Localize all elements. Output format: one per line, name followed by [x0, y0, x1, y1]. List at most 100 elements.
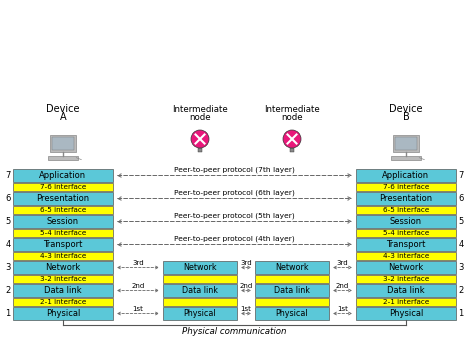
Text: 4-3 interface: 4-3 interface [40, 253, 86, 259]
Text: Device: Device [46, 104, 80, 114]
Bar [13, 183, 113, 191]
Text: 2-1 interface: 2-1 interface [383, 299, 429, 305]
Text: 7-6 interface: 7-6 interface [383, 184, 429, 190]
Text: Device: Device [389, 104, 423, 114]
Bar [395, 137, 417, 150]
Bar [13, 238, 113, 251]
Bar [356, 298, 456, 306]
Bar [13, 275, 113, 283]
Bar [356, 215, 456, 228]
Text: 1: 1 [458, 309, 464, 318]
Text: Transport: Transport [43, 240, 82, 249]
Text: Data link: Data link [44, 286, 82, 295]
Text: 2: 2 [5, 286, 10, 295]
Bar [255, 307, 329, 320]
Text: Data link: Data link [274, 286, 310, 295]
Text: Physical: Physical [276, 309, 308, 318]
Text: 1st: 1st [133, 306, 144, 312]
Bar [255, 275, 329, 283]
Bar [356, 284, 456, 297]
Text: Physical: Physical [184, 309, 216, 318]
Text: 4: 4 [458, 240, 464, 249]
Bar [255, 284, 329, 297]
Text: 2nd: 2nd [239, 283, 253, 289]
Text: 5: 5 [5, 217, 10, 226]
Bar [13, 192, 113, 205]
Text: Data link: Data link [182, 286, 218, 295]
Bar [391, 156, 421, 160]
Bar [255, 298, 329, 306]
Text: 2nd: 2nd [336, 283, 349, 289]
Bar [163, 307, 237, 320]
Text: node: node [281, 113, 303, 122]
Text: Peer-to-peer protocol (6th layer): Peer-to-peer protocol (6th layer) [174, 190, 295, 196]
Text: A: A [60, 112, 66, 122]
Text: 3rd: 3rd [132, 260, 144, 266]
Bar [356, 307, 456, 320]
Bar [163, 298, 237, 306]
Text: Transport: Transport [386, 240, 426, 249]
Text: 3-2 interface: 3-2 interface [40, 276, 86, 282]
Bar [255, 261, 329, 274]
Bar [290, 148, 294, 152]
Text: 7: 7 [458, 171, 464, 180]
Text: Network: Network [275, 263, 309, 272]
Bar [392, 135, 419, 152]
Bar [52, 137, 74, 150]
Text: 1st: 1st [241, 306, 251, 312]
Text: 7: 7 [5, 171, 11, 180]
Bar [356, 192, 456, 205]
Text: 5: 5 [458, 217, 464, 226]
Bar [163, 284, 237, 297]
Text: 3rd: 3rd [337, 260, 348, 266]
Bar [48, 156, 78, 160]
Bar [13, 307, 113, 320]
Bar [198, 148, 202, 152]
Bar [356, 275, 456, 283]
Text: 6-5 interface: 6-5 interface [383, 207, 429, 213]
Bar [163, 275, 237, 283]
Text: Presentation: Presentation [36, 194, 90, 203]
Text: 3: 3 [5, 263, 11, 272]
Text: 1: 1 [5, 309, 10, 318]
Bar [163, 261, 237, 274]
Text: Application: Application [383, 171, 429, 180]
Bar [13, 206, 113, 214]
Text: 3: 3 [458, 263, 464, 272]
Bar [50, 135, 76, 152]
Bar [356, 252, 456, 260]
Bar [13, 215, 113, 228]
Text: B: B [402, 112, 410, 122]
Text: 6-5 interface: 6-5 interface [40, 207, 86, 213]
Text: Session: Session [47, 217, 79, 226]
Text: 3-2 interface: 3-2 interface [383, 276, 429, 282]
Bar [356, 169, 456, 182]
Circle shape [283, 130, 301, 148]
Text: 5-4 interface: 5-4 interface [383, 230, 429, 236]
Text: Physical: Physical [46, 309, 80, 318]
Text: 3rd: 3rd [240, 260, 252, 266]
Text: Peer-to-peer protocol (4th layer): Peer-to-peer protocol (4th layer) [174, 236, 295, 242]
Text: Peer-to-peer protocol (7th layer): Peer-to-peer protocol (7th layer) [174, 166, 295, 173]
Text: 4-3 interface: 4-3 interface [383, 253, 429, 259]
Text: 7-6 interface: 7-6 interface [40, 184, 86, 190]
Text: Network: Network [183, 263, 217, 272]
Bar [13, 169, 113, 182]
Bar [13, 229, 113, 237]
Bar [13, 284, 113, 297]
Bar [13, 298, 113, 306]
Text: 1st: 1st [337, 306, 348, 312]
Text: node: node [189, 113, 211, 122]
Bar [356, 206, 456, 214]
Bar [356, 238, 456, 251]
Text: 2nd: 2nd [131, 283, 145, 289]
Text: 6: 6 [5, 194, 11, 203]
Text: Physical: Physical [389, 309, 423, 318]
Text: Session: Session [390, 217, 422, 226]
Bar [356, 183, 456, 191]
Text: 2-1 interface: 2-1 interface [40, 299, 86, 305]
Text: Intermediate: Intermediate [172, 105, 228, 114]
Text: Physical communication: Physical communication [182, 327, 287, 336]
Text: Application: Application [39, 171, 87, 180]
Text: 6: 6 [458, 194, 464, 203]
